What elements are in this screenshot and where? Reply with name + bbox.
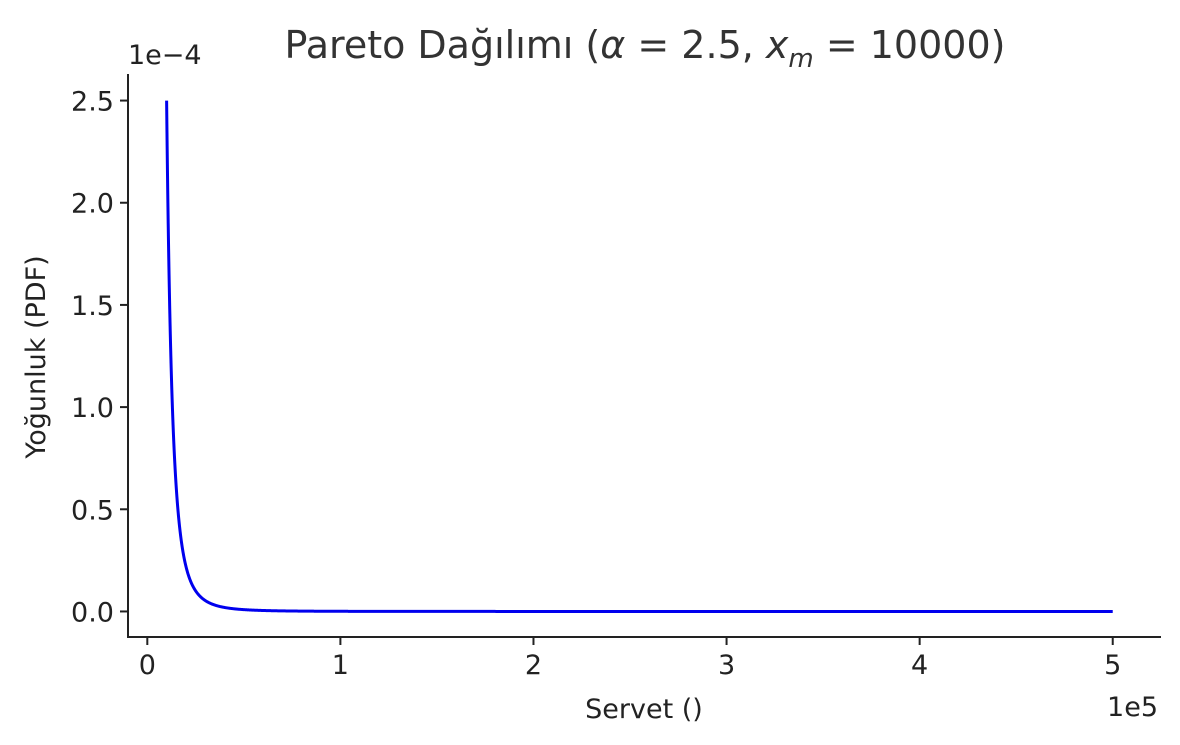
x-ticks: 0 1 2 3 4 5 xyxy=(139,637,1121,681)
y-axis-label: Yoğunluk (PDF) xyxy=(21,255,52,459)
x-offset-label: 1e5 xyxy=(1107,692,1158,723)
y-tick-label: 1.5 xyxy=(71,291,114,322)
x-tick-label: 3 xyxy=(718,650,735,681)
y-offset-label: 1e−4 xyxy=(128,40,202,71)
y-tick-label: 0.5 xyxy=(71,495,114,526)
y-tick-label: 2.5 xyxy=(71,87,114,118)
y-tick-label: 0.0 xyxy=(71,597,114,628)
x-tick-label: 2 xyxy=(525,650,542,681)
y-tick-label: 1.0 xyxy=(71,393,114,424)
y-tick-label: 2.0 xyxy=(71,189,114,220)
x-tick-label: 5 xyxy=(1104,650,1121,681)
y-ticks: 0.0 0.5 1.0 1.5 2.0 2.5 xyxy=(71,87,128,628)
pdf-line xyxy=(165,99,1113,613)
chart-title: Pareto Dağılımı (α = 2.5, xm = 10000) xyxy=(285,23,1006,74)
x-tick-label: 1 xyxy=(332,650,349,681)
x-tick-label: 0 xyxy=(139,650,156,681)
x-axis-label: Servet () xyxy=(585,694,703,725)
x-tick-label: 4 xyxy=(911,650,928,681)
